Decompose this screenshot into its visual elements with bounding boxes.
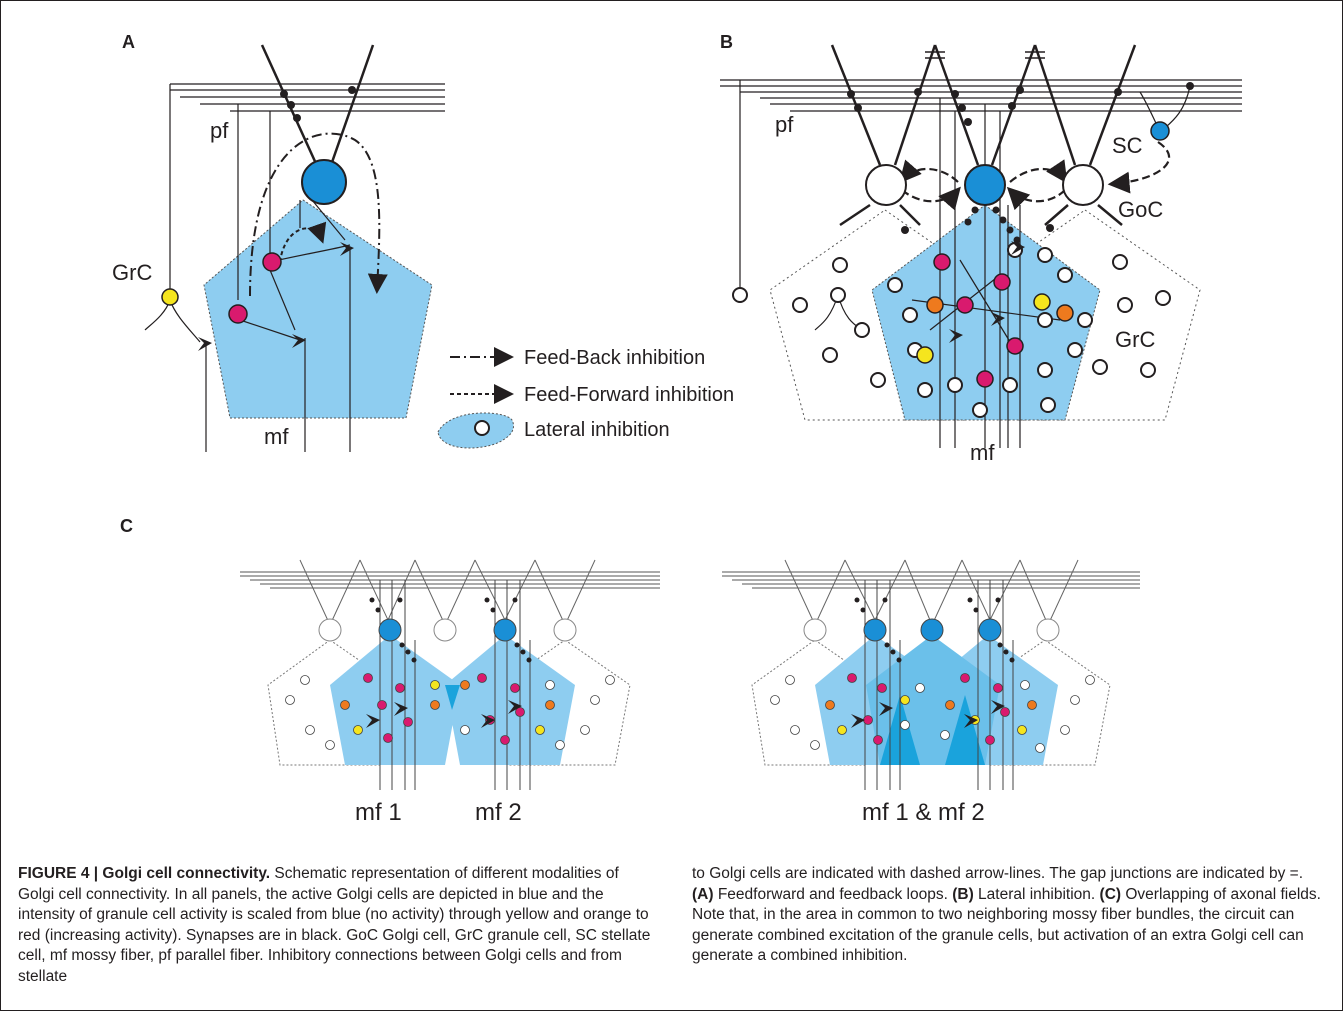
panel-b-gap-marks: [925, 51, 1045, 59]
panel-b-lateral-arrow-2: [901, 186, 961, 211]
panel-b: B pf: [720, 32, 1242, 465]
panel-c-left-overlap: [445, 685, 460, 710]
caption-dashed-note: to Golgi cells are indicated with dashed…: [692, 865, 1304, 882]
panel-b-granule-inactive: [732, 242, 1171, 418]
panel-a-dendrite-synapses: [280, 86, 356, 122]
panel-b-mf-label: mf: [970, 440, 995, 465]
golgi-figure: A pf: [112, 32, 1242, 826]
legend-feedforward-label: Feed-Forward inhibition: [524, 384, 734, 406]
caption-b-ref: (B): [947, 885, 974, 903]
panel-b-sc-arrow: [1107, 141, 1171, 194]
legend-lateral-label: Lateral inhibition: [524, 419, 670, 441]
figure-caption: FIGURE 4 | Golgi cell connectivity. Sche…: [18, 864, 1326, 987]
panel-c-mf1-label: mf 1: [355, 799, 402, 826]
panel-a-feedforward-arrow: [279, 221, 327, 263]
caption-c-ref: (C): [1095, 885, 1122, 903]
caption-intro: Schematic representation of different mo…: [18, 865, 649, 944]
panel-c-right: mf 1 & mf 2: [722, 559, 1140, 826]
panel-c-left-golgi-active: [378, 618, 517, 642]
caption-a-text: Feedforward and feedback loops.: [713, 885, 948, 903]
panel-c-left-parallel-fibers: [240, 571, 660, 589]
panel-a-golgi-dendrites: [260, 44, 375, 169]
caption-b-text: Lateral inhibition.: [973, 885, 1096, 903]
panel-a-axonal-field: [203, 199, 433, 419]
panel-c-right-parallel-fibers: [722, 571, 1140, 589]
panel-a-glomerulus-1: [198, 337, 212, 351]
panel-a-fibers: [144, 84, 351, 452]
panel-a-mf-label: mf: [264, 424, 289, 449]
caption-title: FIGURE 4 | Golgi cell connectivity.: [18, 865, 271, 882]
panel-c-right-mf-lines: [864, 580, 1014, 790]
panel-b-lateral-arrow-1: [899, 159, 959, 184]
caption-c-text: Overlapping of axonal fields. Note that,…: [692, 885, 1321, 965]
caption-abbreviations: GoC Golgi cell, GrC granule cell, SC ste…: [18, 926, 651, 985]
panel-b-goc-label: GoC: [1118, 197, 1163, 222]
panel-b-parallel-fibers: [720, 79, 1242, 112]
caption-a-ref: (A): [692, 885, 714, 903]
panel-c-left-dendrites: [299, 559, 596, 626]
panel-b-lateral-arrow-4: [1006, 186, 1066, 211]
panel-c-left-mf-lines: [379, 580, 531, 790]
panel-b-granule-active: [916, 253, 1074, 388]
panel-c-right-synapse-dots: [854, 597, 1015, 663]
panel-b-lateral-arrow-3: [1009, 159, 1068, 184]
panel-b-letter: B: [720, 32, 733, 52]
panel-b-golgi-axon-terminals: [964, 206, 1021, 244]
panel-a-granule-yellow: [161, 288, 179, 306]
panel-c-left: mf 1 mf 2: [240, 559, 660, 826]
panel-b-right-field: [969, 209, 1201, 421]
panel-c-left-synapse-dots: [369, 597, 532, 663]
legend: Feed-Back inhibition Feed-Forward inhibi…: [437, 347, 734, 449]
panel-b-fibers: [739, 80, 1191, 448]
panel-c-right-dendrites: [784, 559, 1079, 626]
panel-c-combined-label: mf 1 & mf 2: [862, 799, 985, 826]
panel-a-parallel-fibers: [170, 83, 445, 112]
panel-c-right-overlap-2: [945, 695, 985, 765]
panel-c-mf2-label: mf 2: [475, 799, 522, 826]
panel-c-right-golgi-inactive: [803, 618, 1060, 642]
panel-c-left-golgi-inactive: [318, 618, 577, 642]
panel-b-golgi-active: [964, 164, 1006, 206]
panel-c-letter: C: [120, 516, 133, 536]
legend-feedback-label: Feed-Back inhibition: [524, 347, 705, 369]
panel-c-right-golgi-active: [863, 618, 1002, 642]
panel-b-sc-label: SC: [1112, 133, 1143, 158]
panel-b-golgi-left: [865, 164, 907, 206]
caption-column-2: to Golgi cells are indicated with dashed…: [692, 864, 1326, 987]
panel-c-left-field-4: [499, 639, 631, 766]
legend-granule-icon: [474, 420, 490, 436]
caption-column-1: FIGURE 4 | Golgi cell connectivity. Sche…: [18, 864, 652, 987]
panel-a-grc-label: GrC: [112, 260, 152, 285]
panel-a-pf-label: pf: [210, 118, 229, 143]
panel-a-granule-red-2: [228, 304, 248, 324]
panel-c-right-granules: [770, 673, 1095, 753]
panel-a-golgi-cell: [301, 159, 347, 205]
panel-b-golgi-right: [1062, 164, 1104, 206]
panel-c-left-granules: [285, 673, 615, 750]
panel-a-feedback-arrow: [249, 132, 388, 297]
panel-a-granule-red-1: [262, 252, 282, 272]
panel-b-stellate-cell: [1150, 121, 1170, 141]
panel-a-letter: A: [122, 32, 135, 52]
panel-b-grc-label: GrC: [1115, 327, 1155, 352]
panel-c-left-field-2: [330, 635, 460, 765]
panel-b-dendrite-synapses: [847, 82, 1194, 234]
panel-a: A pf: [112, 32, 445, 452]
panel-b-pf-label: pf: [775, 112, 794, 137]
